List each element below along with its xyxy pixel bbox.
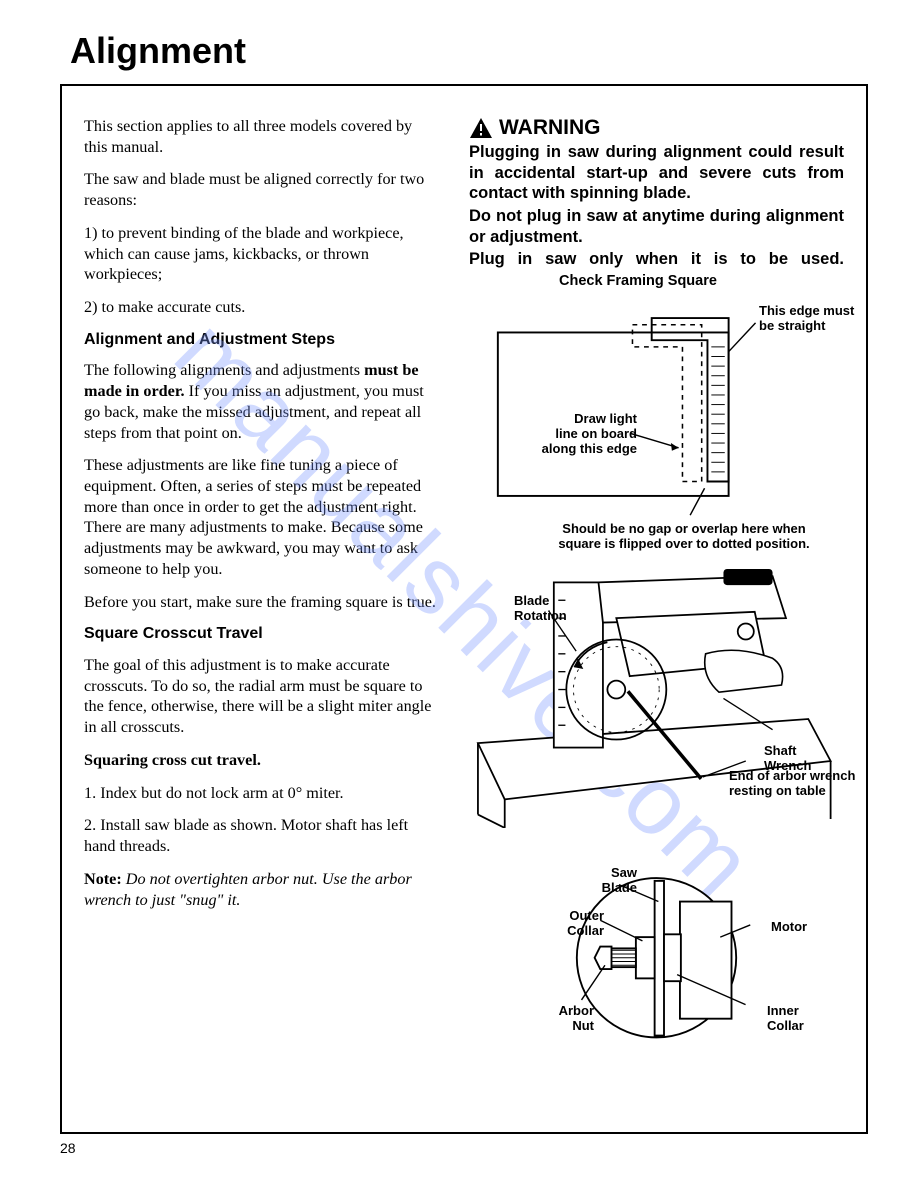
framing-square-diagram: This edge mustbe straight Draw lightline… — [469, 294, 844, 554]
label-end-arbor: End of arbor wrenchresting on table — [729, 769, 879, 799]
para-3: These adjustments are like fine tuning a… — [84, 455, 439, 579]
check-framing-caption: Check Framing Square — [559, 272, 717, 290]
subhead-alignment-steps: Alignment and Adjustment Steps — [84, 330, 439, 350]
para-2a: The following alignments and adjustments — [84, 361, 364, 379]
subhead-squaring: Squaring cross cut travel. — [84, 750, 439, 771]
warning-heading: WARNING — [469, 116, 844, 140]
warning-body: Plugging in saw during alignment could r… — [469, 142, 844, 290]
page-number: 28 — [60, 1140, 76, 1156]
para-5: The goal of this adjustment is to make a… — [84, 655, 439, 738]
label-saw-blade: SawBlade — [597, 866, 637, 896]
page-title: Alignment — [70, 30, 868, 72]
label-motor: Motor — [771, 920, 807, 935]
label-draw-light: Draw lightline on boardalong this edge — [537, 412, 637, 457]
step-2: 2. Install saw blade as shown. Motor sha… — [84, 815, 439, 856]
para-1: The saw and blade must be aligned correc… — [84, 169, 439, 210]
label-arbor-nut: ArborNut — [549, 1004, 594, 1034]
intro-text: This section applies to all three models… — [84, 116, 439, 157]
note-label: Note: — [84, 870, 122, 888]
step-1: 1. Index but do not lock arm at 0° miter… — [84, 783, 439, 804]
warning-p2: Do not plug in saw at anytime during ali… — [469, 206, 844, 247]
left-column: This section applies to all three models… — [84, 116, 439, 1112]
label-edge-straight: This edge mustbe straight — [759, 304, 859, 334]
para-4: Before you start, make sure the framing … — [84, 592, 439, 613]
warning-p3: Plug in saw only when it is to be used. — [469, 250, 844, 268]
warning-label: WARNING — [499, 116, 601, 140]
right-column: WARNING Plugging in saw during alignment… — [469, 116, 844, 1112]
label-inner-collar: InnerCollar — [767, 1004, 817, 1034]
arbor-detail-diagram: SawBlade OuterCollar ArborNut Motor Inne… — [469, 864, 844, 1064]
para-2: The following alignments and adjustments… — [84, 360, 439, 443]
subhead-square-crosscut: Square Crosscut Travel — [84, 624, 439, 644]
note-text: Do not overtighten arbor nut. Use the ar… — [84, 870, 412, 909]
reason-1: 1) to prevent binding of the blade and w… — [84, 223, 439, 285]
saw-table-diagram: BladeRotation Shaft Wrench End of arbor … — [469, 569, 844, 859]
content-frame: manualshive.com This section applies to … — [60, 84, 868, 1134]
label-no-gap: Should be no gap or overlap here whensqu… — [529, 522, 839, 552]
warning-icon — [469, 117, 493, 139]
warning-p1: Plugging in saw during alignment could r… — [469, 142, 844, 204]
label-blade-rotation: BladeRotation — [514, 594, 567, 624]
note: Note: Do not overtighten arbor nut. Use … — [84, 869, 439, 910]
reason-2: 2) to make accurate cuts. — [84, 297, 439, 318]
label-outer-collar: OuterCollar — [559, 909, 604, 939]
